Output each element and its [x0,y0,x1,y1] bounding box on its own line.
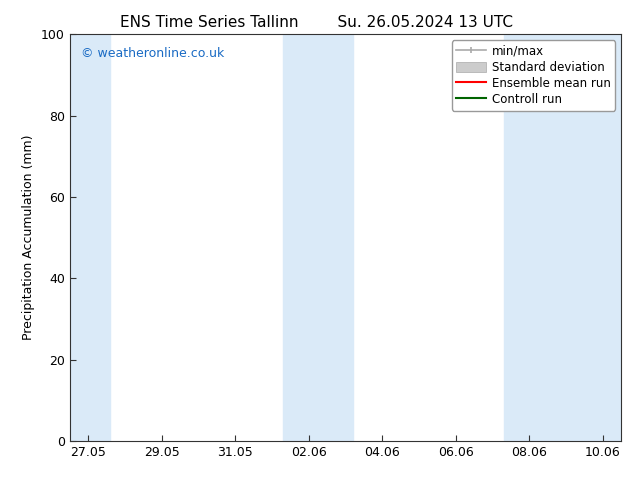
Y-axis label: Precipitation Accumulation (mm): Precipitation Accumulation (mm) [22,135,36,341]
Bar [283,34,353,441]
Text: © weatheronline.co.uk: © weatheronline.co.uk [81,47,224,59]
Text: ENS Time Series Tallinn        Su. 26.05.2024 13 UTC: ENS Time Series Tallinn Su. 26.05.2024 1… [120,15,514,30]
Legend: min/max, Standard deviation, Ensemble mean run, Controll run: min/max, Standard deviation, Ensemble me… [451,40,616,111]
Bar [70,34,110,441]
Bar [503,34,621,441]
